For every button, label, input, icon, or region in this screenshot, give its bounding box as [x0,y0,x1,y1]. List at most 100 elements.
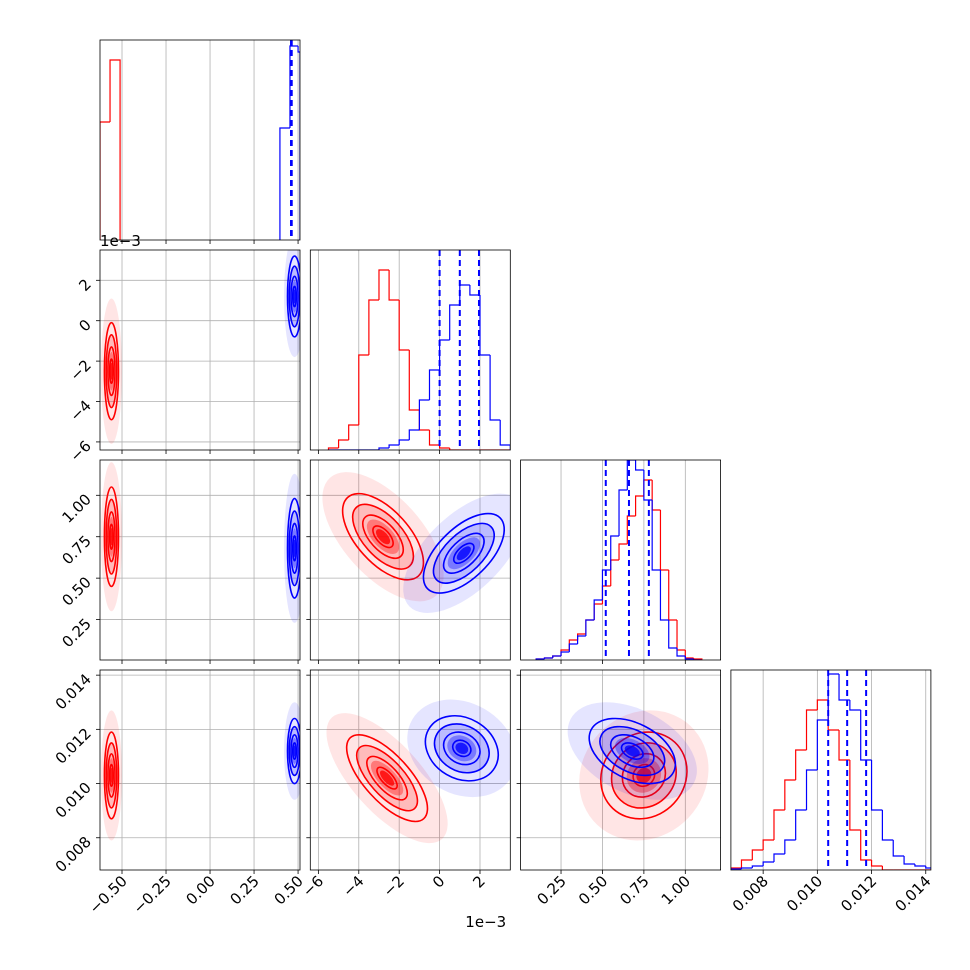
hist-bar [585,619,595,634]
panel-frame [730,669,932,871]
density-core [110,767,113,784]
contour [424,714,499,782]
hist-bar [827,673,840,720]
hist-bar [634,495,644,516]
x-tick-label: 1.00 [658,872,694,908]
hist-bar [327,447,339,450]
contour [452,542,475,565]
hist-bar [651,500,661,571]
hist-bar [838,674,850,701]
density-core [379,770,395,786]
panel: −6 −4 −2 0 2 [299,669,511,900]
contour [620,742,644,760]
density-core [110,362,113,380]
hist-bar [568,639,578,650]
y-tick-label: 0.25 [58,615,94,651]
hist-bar [610,535,620,570]
hist-bar [870,760,883,811]
density-core [624,745,640,757]
hist-bar [816,719,829,770]
hist-bar [849,760,861,831]
density-core [455,742,469,755]
hist-bar [368,299,379,355]
hist-bar [668,570,678,621]
y-tick-label: 0.75 [58,532,94,568]
contour [345,733,429,823]
panel [520,459,721,664]
hist-bar [892,840,905,857]
contour [599,731,688,820]
contour [103,321,120,421]
contour [351,503,415,570]
hist-bar [568,643,578,652]
panel-inner [310,460,511,660]
y-tick-label: 0.008 [52,833,95,876]
hist-bar [816,699,829,710]
panel-frame [520,459,721,661]
hist-bar [358,354,369,425]
y-offset-label: 1e−3 [100,232,141,250]
hist-bar [668,620,678,649]
hist-bar [418,410,430,431]
hist-bar [676,620,686,651]
hist-bar [618,543,628,560]
hist-bar [692,659,702,660]
panel-frame [99,249,301,451]
hist-bar [459,284,470,305]
hist-bar [610,559,620,586]
contour [588,717,677,785]
hist-bar [449,448,460,450]
x-tick-label: −6 [299,872,327,900]
panel-frame [309,249,511,451]
hist-bar [378,269,390,300]
y-tick-label: 1.00 [58,490,94,526]
contour [286,255,300,338]
contour [103,731,120,820]
hist-bar [585,619,595,636]
contour [105,498,118,575]
hist-bar [560,649,570,656]
x-tick-label: −2 [380,872,408,900]
hist-bar [438,339,450,370]
contour [442,731,481,766]
x-tick-label: 0.008 [729,872,772,915]
panel-frame [99,669,301,871]
hist-bar [398,439,410,445]
hist-bar [601,569,611,600]
panel: 0.250.500.751.00 [58,459,301,664]
hist-bar [684,650,694,659]
hist-bar [684,656,694,660]
density-core [293,289,296,304]
hist-bar [651,480,661,511]
hist-bar [543,657,553,659]
hist-bar [279,127,290,240]
hist-bar [337,439,349,448]
hist-bar [593,603,603,620]
hist-bar [692,658,703,660]
contour [286,497,300,599]
x-tick-label: −0.25 [130,872,175,917]
hist-bar [762,839,774,850]
hist-bar [577,633,586,640]
hist-bar [795,749,807,780]
hist-bar [870,860,883,867]
hist-bar [659,570,669,621]
hist-bar [784,779,796,810]
y-tick-label: 0.010 [52,779,95,822]
contour [107,752,116,798]
contour [355,744,419,812]
hist-bar [626,515,636,544]
x-tick-label: −0.50 [86,872,131,917]
hist-bar [388,270,400,301]
panel: 0.008 0.010 0.012 0.014 [729,669,935,915]
y-tick-label: −2 [66,356,94,384]
x-tick-label: 0.012 [837,872,880,915]
contour [362,514,405,560]
contour [599,725,666,777]
hist-bar [740,867,753,869]
hist-bar [428,369,440,400]
hist-bar [773,809,785,840]
